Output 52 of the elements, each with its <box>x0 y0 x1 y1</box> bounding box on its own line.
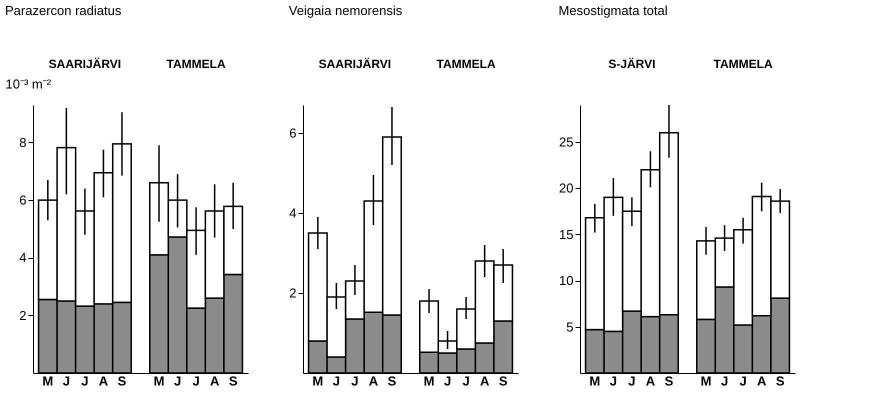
x-tick-label: J <box>174 374 182 388</box>
y-tick-label: 8 <box>19 134 26 150</box>
x-tick-label: J <box>739 374 747 388</box>
text: SAARIJÄRVI <box>318 57 392 71</box>
x-tick-label: A <box>646 374 656 388</box>
text: TAMMELA <box>714 57 773 71</box>
y-tick-label: 15 <box>559 226 574 242</box>
x-tick-label: J <box>81 374 89 388</box>
x-tick-label: J <box>444 374 452 388</box>
text: S-JÄRVI <box>608 57 656 71</box>
x-tick-label: J <box>192 374 200 388</box>
x-tick-label: J <box>351 374 359 388</box>
chart-title: Veigaia nemorensis <box>288 3 403 18</box>
x-tick-label: S <box>118 374 127 388</box>
y-tick-label: 6 <box>289 126 296 140</box>
x-tick-label: M <box>154 374 164 388</box>
x-tick-label: M <box>312 374 324 388</box>
chart-title: Mesostigmata total <box>558 3 668 18</box>
x-tick-label: J <box>462 374 470 388</box>
y-tick-label: 4 <box>289 206 296 220</box>
x-tick-label: S <box>664 374 674 388</box>
x-tick-label: S <box>776 374 785 388</box>
x-tick-label: A <box>98 374 109 388</box>
x-tick-label: A <box>480 374 490 388</box>
y-tick-label: 10 <box>559 273 574 288</box>
x-tick-label: A <box>210 374 220 388</box>
text: TAMMELA <box>436 57 496 71</box>
text: TAMMELA <box>166 57 226 71</box>
x-tick-label: J <box>332 374 340 388</box>
y-tick-label: 5 <box>566 319 574 334</box>
y-tick-label: 4 <box>19 250 26 266</box>
x-tick-label: A <box>756 374 767 388</box>
y-tick-label: 2 <box>19 308 26 323</box>
text: SAARIJÄRVI <box>48 57 122 71</box>
y-axis-title: 10⁻³ m⁻² <box>6 76 52 92</box>
x-tick-label: S <box>228 374 238 388</box>
y-tick-label: 2 <box>289 286 296 300</box>
x-tick-label: S <box>388 374 397 388</box>
x-tick-label: M <box>424 374 434 388</box>
x-tick-label: J <box>62 374 70 388</box>
y-tick-label: 6 <box>19 192 26 208</box>
x-tick-label: M <box>42 374 54 388</box>
y-tick-label: 25 <box>559 134 574 150</box>
x-tick-label: M <box>700 374 712 388</box>
chart-title: Parazercon radiatus <box>5 3 122 18</box>
y-tick-label: 20 <box>559 180 574 196</box>
x-tick-label: J <box>610 374 617 388</box>
x-tick-label: S <box>498 374 508 388</box>
x-tick-label: J <box>720 374 728 388</box>
x-tick-label: M <box>589 374 600 388</box>
x-tick-label: A <box>368 374 379 388</box>
x-tick-label: J <box>628 374 636 388</box>
